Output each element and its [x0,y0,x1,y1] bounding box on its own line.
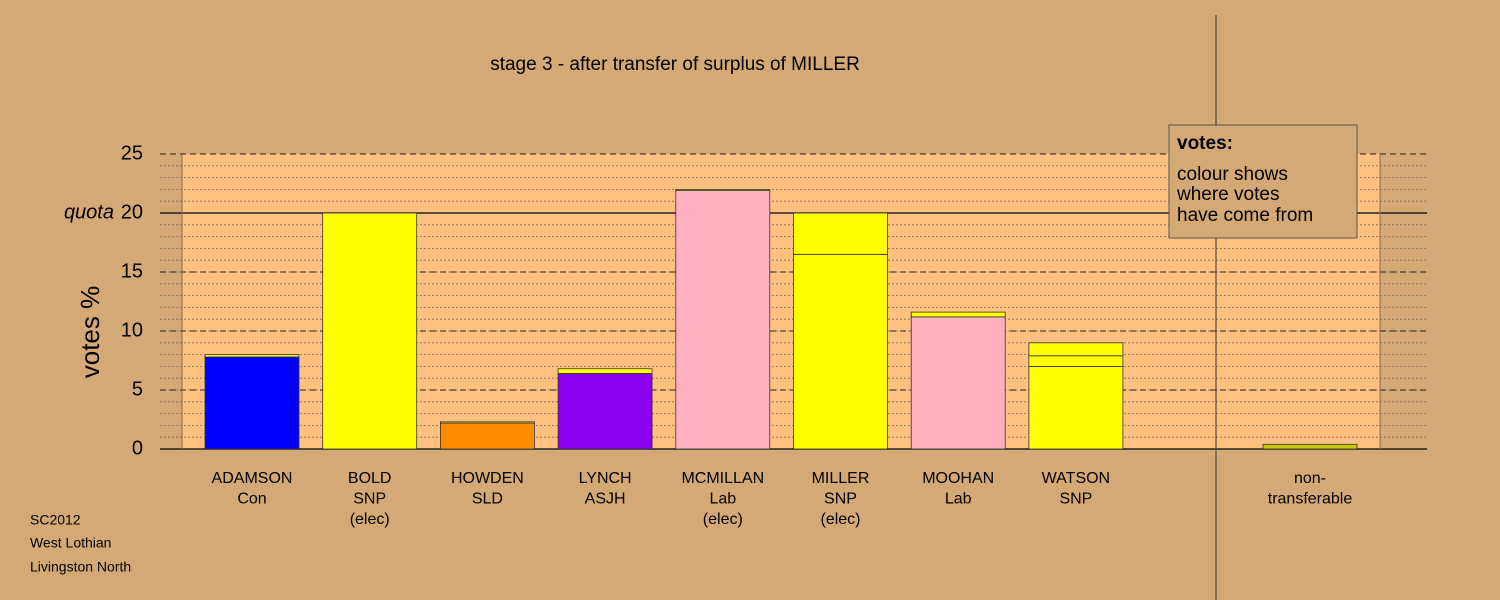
bar-segment [910,311,1006,318]
y-tick-label: 20 [121,201,143,223]
x-tick-label: SNP [1059,491,1092,508]
x-tick-label: transferable [1268,491,1353,508]
x-tick-label: MOOHAN [922,470,994,487]
bar-segment [439,421,535,424]
legend: votes: colour shows where votes have com… [1168,124,1358,239]
x-tick-label: (elec) [350,511,390,528]
x-tick-label: Lab [945,491,972,508]
footer-line: West Lothian [30,535,111,551]
bar-segment [793,212,888,255]
x-tick-label: (elec) [820,511,860,528]
bar-segment [204,354,300,358]
x-tick-label: WATSON [1042,470,1110,487]
bar-segment [910,316,1006,450]
footer-line: SC2012 [30,512,81,528]
legend-line: colour shows [1177,164,1288,185]
legend-line: have come from [1177,205,1313,226]
x-tick-label: non- [1294,470,1326,487]
bar-segment [1028,342,1124,357]
bar-segment [557,373,653,450]
y-tick-label: 0 [132,437,143,459]
bar-segment [1262,443,1358,450]
bar-segment [1028,365,1124,450]
x-tick-label: (elec) [703,511,743,528]
quota-label: quota [64,201,114,223]
bar-segment [322,212,418,450]
legend-line: where votes [1176,184,1279,205]
x-tick-label: LYNCH [579,470,632,487]
y-tick-label: 15 [121,260,143,282]
x-tick-label: SLD [472,491,503,508]
x-tick-label: Lab [709,491,736,508]
x-tick-label: HOWDEN [451,470,524,487]
bar-segment [1028,355,1124,367]
legend-title: votes: [1177,133,1233,154]
bar-segment [557,368,653,374]
bar-segment [793,253,888,450]
x-tick-label: MCMILLAN [681,470,764,487]
footer-line: Livingston North [30,559,131,575]
chart-title: stage 3 - after transfer of surplus of M… [490,54,860,75]
y-tick-label: 25 [121,142,143,164]
plot-margin [1380,154,1427,449]
x-tick-label: ASJH [585,491,626,508]
x-tick-label: MILLER [812,470,870,487]
y-tick-label: 10 [121,319,143,341]
bar-segment [675,190,771,450]
bar-segment [204,356,300,450]
x-tick-label: SNP [824,491,857,508]
legend-box [1168,124,1358,239]
y-axis-label: votes % [75,286,105,379]
x-tick-label: SNP [353,491,386,508]
bar-segment [675,188,771,191]
x-tick-label: Con [237,491,266,508]
y-tick-label: 5 [132,378,143,400]
x-tick-label: ADAMSON [212,470,293,487]
bar-segment [439,422,535,450]
x-tick-label: BOLD [348,470,392,487]
